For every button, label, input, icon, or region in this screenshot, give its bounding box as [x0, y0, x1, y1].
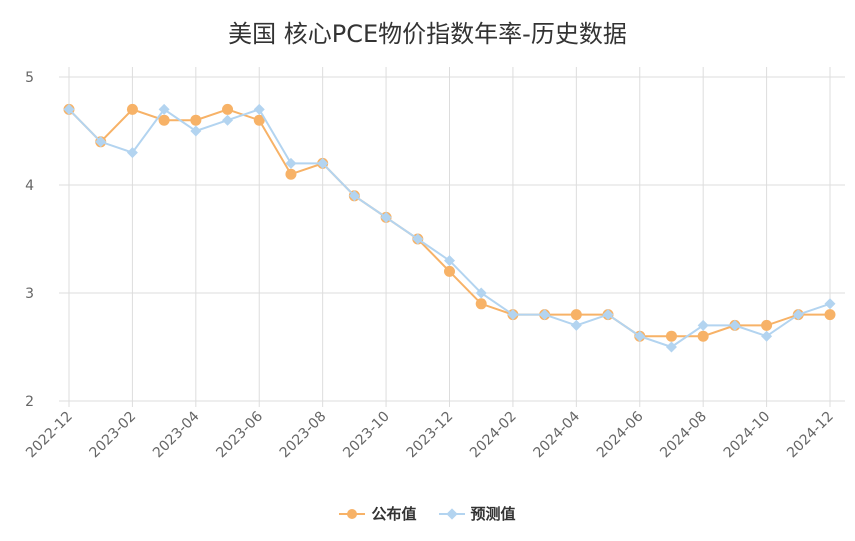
- diamond-marker-icon: [438, 507, 465, 521]
- data-point-forecast[interactable]: [824, 298, 836, 310]
- data-point-published[interactable]: [158, 114, 170, 126]
- y-tick-label: 4: [25, 178, 34, 194]
- x-tick-label: 2022-12: [23, 409, 76, 462]
- data-point-forecast[interactable]: [126, 147, 138, 159]
- y-tick-label: 3: [25, 286, 34, 302]
- data-point-published[interactable]: [222, 103, 234, 115]
- circle-marker-icon: [339, 507, 366, 521]
- data-point-forecast[interactable]: [697, 319, 709, 331]
- legend-label-forecast: 预测值: [470, 505, 516, 523]
- data-point-published[interactable]: [761, 319, 773, 331]
- data-point-forecast[interactable]: [317, 157, 329, 169]
- series: [63, 103, 836, 353]
- x-tick-label: 2023-04: [150, 408, 203, 461]
- data-point-forecast[interactable]: [285, 157, 297, 169]
- data-point-forecast[interactable]: [539, 309, 551, 321]
- data-point-published[interactable]: [253, 114, 265, 126]
- data-point-forecast[interactable]: [348, 190, 360, 202]
- legend: 公布值 预测值: [0, 503, 855, 524]
- data-point-published[interactable]: [824, 309, 836, 321]
- legend-label-published: 公布值: [371, 505, 417, 523]
- data-point-published[interactable]: [697, 330, 709, 342]
- data-point-published[interactable]: [444, 265, 455, 277]
- data-point-forecast[interactable]: [475, 287, 487, 299]
- data-point-forecast[interactable]: [412, 233, 424, 245]
- y-tick-label: 5: [25, 70, 34, 86]
- data-point-forecast[interactable]: [761, 330, 773, 342]
- chart-title: 美国 核心PCE物价指数年率-历史数据: [228, 20, 627, 48]
- data-point-published[interactable]: [665, 330, 677, 342]
- x-tick-label: 2023-06: [213, 408, 266, 461]
- x-tick-label: 2023-08: [277, 409, 330, 462]
- data-point-published[interactable]: [285, 168, 297, 180]
- legend-item-forecast[interactable]: 预测值: [438, 503, 516, 524]
- data-point-forecast[interactable]: [634, 330, 646, 342]
- data-point-forecast[interactable]: [570, 319, 582, 331]
- legend-item-published[interactable]: 公布值: [339, 503, 417, 524]
- data-point-forecast[interactable]: [380, 211, 392, 223]
- x-tick-label: 2023-10: [340, 409, 393, 462]
- x-tick-label: 2024-10: [721, 409, 774, 462]
- data-point-forecast[interactable]: [729, 319, 741, 331]
- x-tick-label: 2024-06: [594, 408, 647, 461]
- data-point-forecast[interactable]: [507, 309, 519, 321]
- y-tick-label: 2: [25, 394, 34, 410]
- data-point-forecast[interactable]: [253, 103, 265, 115]
- x-tick-label: 2023-12: [404, 409, 457, 462]
- x-tick-label: 2024-08: [657, 409, 710, 462]
- data-point-forecast[interactable]: [158, 103, 170, 115]
- data-point-forecast[interactable]: [222, 114, 234, 126]
- x-tick-label: 2023-02: [87, 409, 140, 462]
- data-point-forecast[interactable]: [792, 309, 804, 321]
- x-tick-label: 2024-04: [530, 408, 583, 461]
- data-point-forecast[interactable]: [444, 255, 455, 267]
- data-point-forecast[interactable]: [190, 125, 202, 137]
- data-point-published[interactable]: [475, 298, 487, 310]
- data-point-published[interactable]: [190, 114, 202, 126]
- data-point-published[interactable]: [126, 103, 138, 115]
- x-tick-label: 2024-12: [784, 409, 837, 462]
- data-point-forecast[interactable]: [665, 341, 677, 353]
- data-point-forecast[interactable]: [63, 103, 75, 115]
- x-tick-label: 2024-02: [467, 409, 520, 462]
- data-point-forecast[interactable]: [602, 309, 614, 321]
- data-point-forecast[interactable]: [95, 136, 107, 148]
- data-point-published[interactable]: [570, 309, 582, 321]
